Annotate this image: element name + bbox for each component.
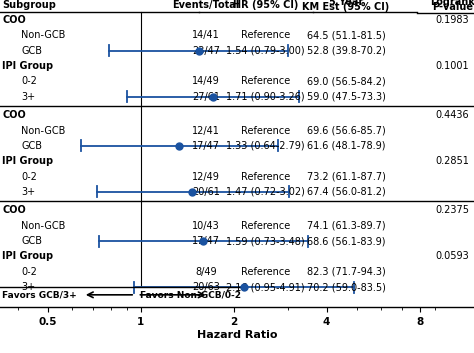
- Text: Reference: Reference: [241, 172, 290, 181]
- Text: Reference: Reference: [241, 30, 290, 40]
- Text: Subgroup: Subgroup: [2, 0, 56, 10]
- Text: IPI Group: IPI Group: [2, 156, 54, 166]
- Text: 20/63: 20/63: [192, 282, 220, 292]
- Text: 70.2 (59.0-83.5): 70.2 (59.0-83.5): [307, 282, 385, 292]
- Text: Logrank: Logrank: [430, 0, 474, 7]
- Text: 73.2 (61.1-87.7): 73.2 (61.1-87.7): [307, 172, 385, 181]
- Text: 74.1 (61.3-89.7): 74.1 (61.3-89.7): [307, 221, 385, 231]
- Text: Reference: Reference: [241, 76, 290, 86]
- Text: 17/47: 17/47: [192, 236, 220, 246]
- Text: P-value: P-value: [432, 2, 473, 12]
- Text: 0.1983: 0.1983: [436, 15, 469, 25]
- Text: Reference: Reference: [241, 267, 290, 277]
- Text: Non-GCB: Non-GCB: [21, 126, 66, 136]
- Text: 67.4 (56.0-81.2): 67.4 (56.0-81.2): [307, 187, 385, 197]
- Text: 10/43: 10/43: [192, 221, 220, 231]
- Text: 20/61: 20/61: [192, 187, 220, 197]
- Text: Reference: Reference: [241, 221, 290, 231]
- Text: 0-2: 0-2: [21, 172, 37, 181]
- Text: 69.6 (56.6-85.7): 69.6 (56.6-85.7): [307, 126, 385, 136]
- Text: GCB: GCB: [21, 46, 42, 56]
- Text: 12/41: 12/41: [192, 126, 220, 136]
- Text: COO: COO: [2, 15, 26, 25]
- Text: 17/47: 17/47: [192, 141, 220, 151]
- Text: 23/47: 23/47: [192, 46, 220, 56]
- Text: 3+: 3+: [21, 187, 36, 197]
- Text: 68.6 (56.1-83.9): 68.6 (56.1-83.9): [307, 236, 385, 246]
- Text: 0.0593: 0.0593: [436, 251, 470, 262]
- Text: 61.6 (48.1-78.9): 61.6 (48.1-78.9): [307, 141, 385, 151]
- Text: 52.8 (39.8-70.2): 52.8 (39.8-70.2): [307, 46, 385, 56]
- Text: GCB: GCB: [21, 141, 42, 151]
- Text: 5 Year: 5 Year: [329, 0, 363, 7]
- Text: 1.59 (0.73-3.48): 1.59 (0.73-3.48): [226, 236, 305, 246]
- Text: 1.47 (0.72-3.02): 1.47 (0.72-3.02): [226, 187, 305, 197]
- Text: 27/61: 27/61: [192, 92, 220, 102]
- Text: Favors GCB/3+: Favors GCB/3+: [2, 290, 77, 299]
- Text: 14/41: 14/41: [192, 30, 220, 40]
- Text: 1.54 (0.79-3.00): 1.54 (0.79-3.00): [226, 46, 305, 56]
- Text: Non-GCB: Non-GCB: [21, 221, 66, 231]
- Text: Favors Non-GCB/0-2: Favors Non-GCB/0-2: [140, 290, 241, 299]
- Text: 59.0 (47.5-73.3): 59.0 (47.5-73.3): [307, 92, 385, 102]
- Text: 3+: 3+: [21, 282, 36, 292]
- Text: Reference: Reference: [241, 126, 290, 136]
- Text: 0.2375: 0.2375: [436, 205, 470, 215]
- Text: 2.16 (0.95-4.91): 2.16 (0.95-4.91): [226, 282, 305, 292]
- Text: COO: COO: [2, 110, 26, 120]
- Text: 69.0 (56.5-84.2): 69.0 (56.5-84.2): [307, 76, 385, 86]
- Text: 0.1001: 0.1001: [436, 61, 469, 71]
- Text: KM Est (95% CI): KM Est (95% CI): [302, 2, 390, 12]
- Text: 3+: 3+: [21, 92, 36, 102]
- Text: 0-2: 0-2: [21, 267, 37, 277]
- Text: 1.33 (0.64-2.79): 1.33 (0.64-2.79): [226, 141, 305, 151]
- Text: Non-GCB: Non-GCB: [21, 30, 66, 40]
- Text: 82.3 (71.7-94.3): 82.3 (71.7-94.3): [307, 267, 385, 277]
- Text: 8/49: 8/49: [195, 267, 217, 277]
- Text: 14/49: 14/49: [192, 76, 220, 86]
- Text: GCB: GCB: [21, 236, 42, 246]
- Text: 0.4436: 0.4436: [436, 110, 469, 120]
- Text: HR (95% CI): HR (95% CI): [233, 0, 298, 10]
- Text: 12/49: 12/49: [192, 172, 220, 181]
- Text: 0-2: 0-2: [21, 76, 37, 86]
- Text: IPI Group: IPI Group: [2, 61, 54, 71]
- Text: 0.2851: 0.2851: [436, 156, 470, 166]
- Text: 64.5 (51.1-81.5): 64.5 (51.1-81.5): [307, 30, 385, 40]
- Text: 1.71 (0.90-3.26): 1.71 (0.90-3.26): [226, 92, 305, 102]
- X-axis label: Hazard Ratio: Hazard Ratio: [197, 330, 277, 340]
- Text: IPI Group: IPI Group: [2, 251, 54, 262]
- Text: COO: COO: [2, 205, 26, 215]
- Text: Events/Total: Events/Total: [173, 0, 240, 10]
